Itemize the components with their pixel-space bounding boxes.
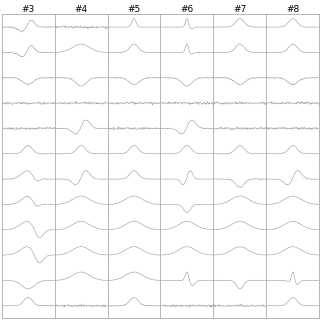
Title: #3: #3 bbox=[21, 5, 35, 14]
Title: #8: #8 bbox=[286, 5, 300, 14]
Title: #7: #7 bbox=[233, 5, 246, 14]
Title: #4: #4 bbox=[75, 5, 88, 14]
Title: #6: #6 bbox=[180, 5, 194, 14]
Title: #5: #5 bbox=[127, 5, 140, 14]
